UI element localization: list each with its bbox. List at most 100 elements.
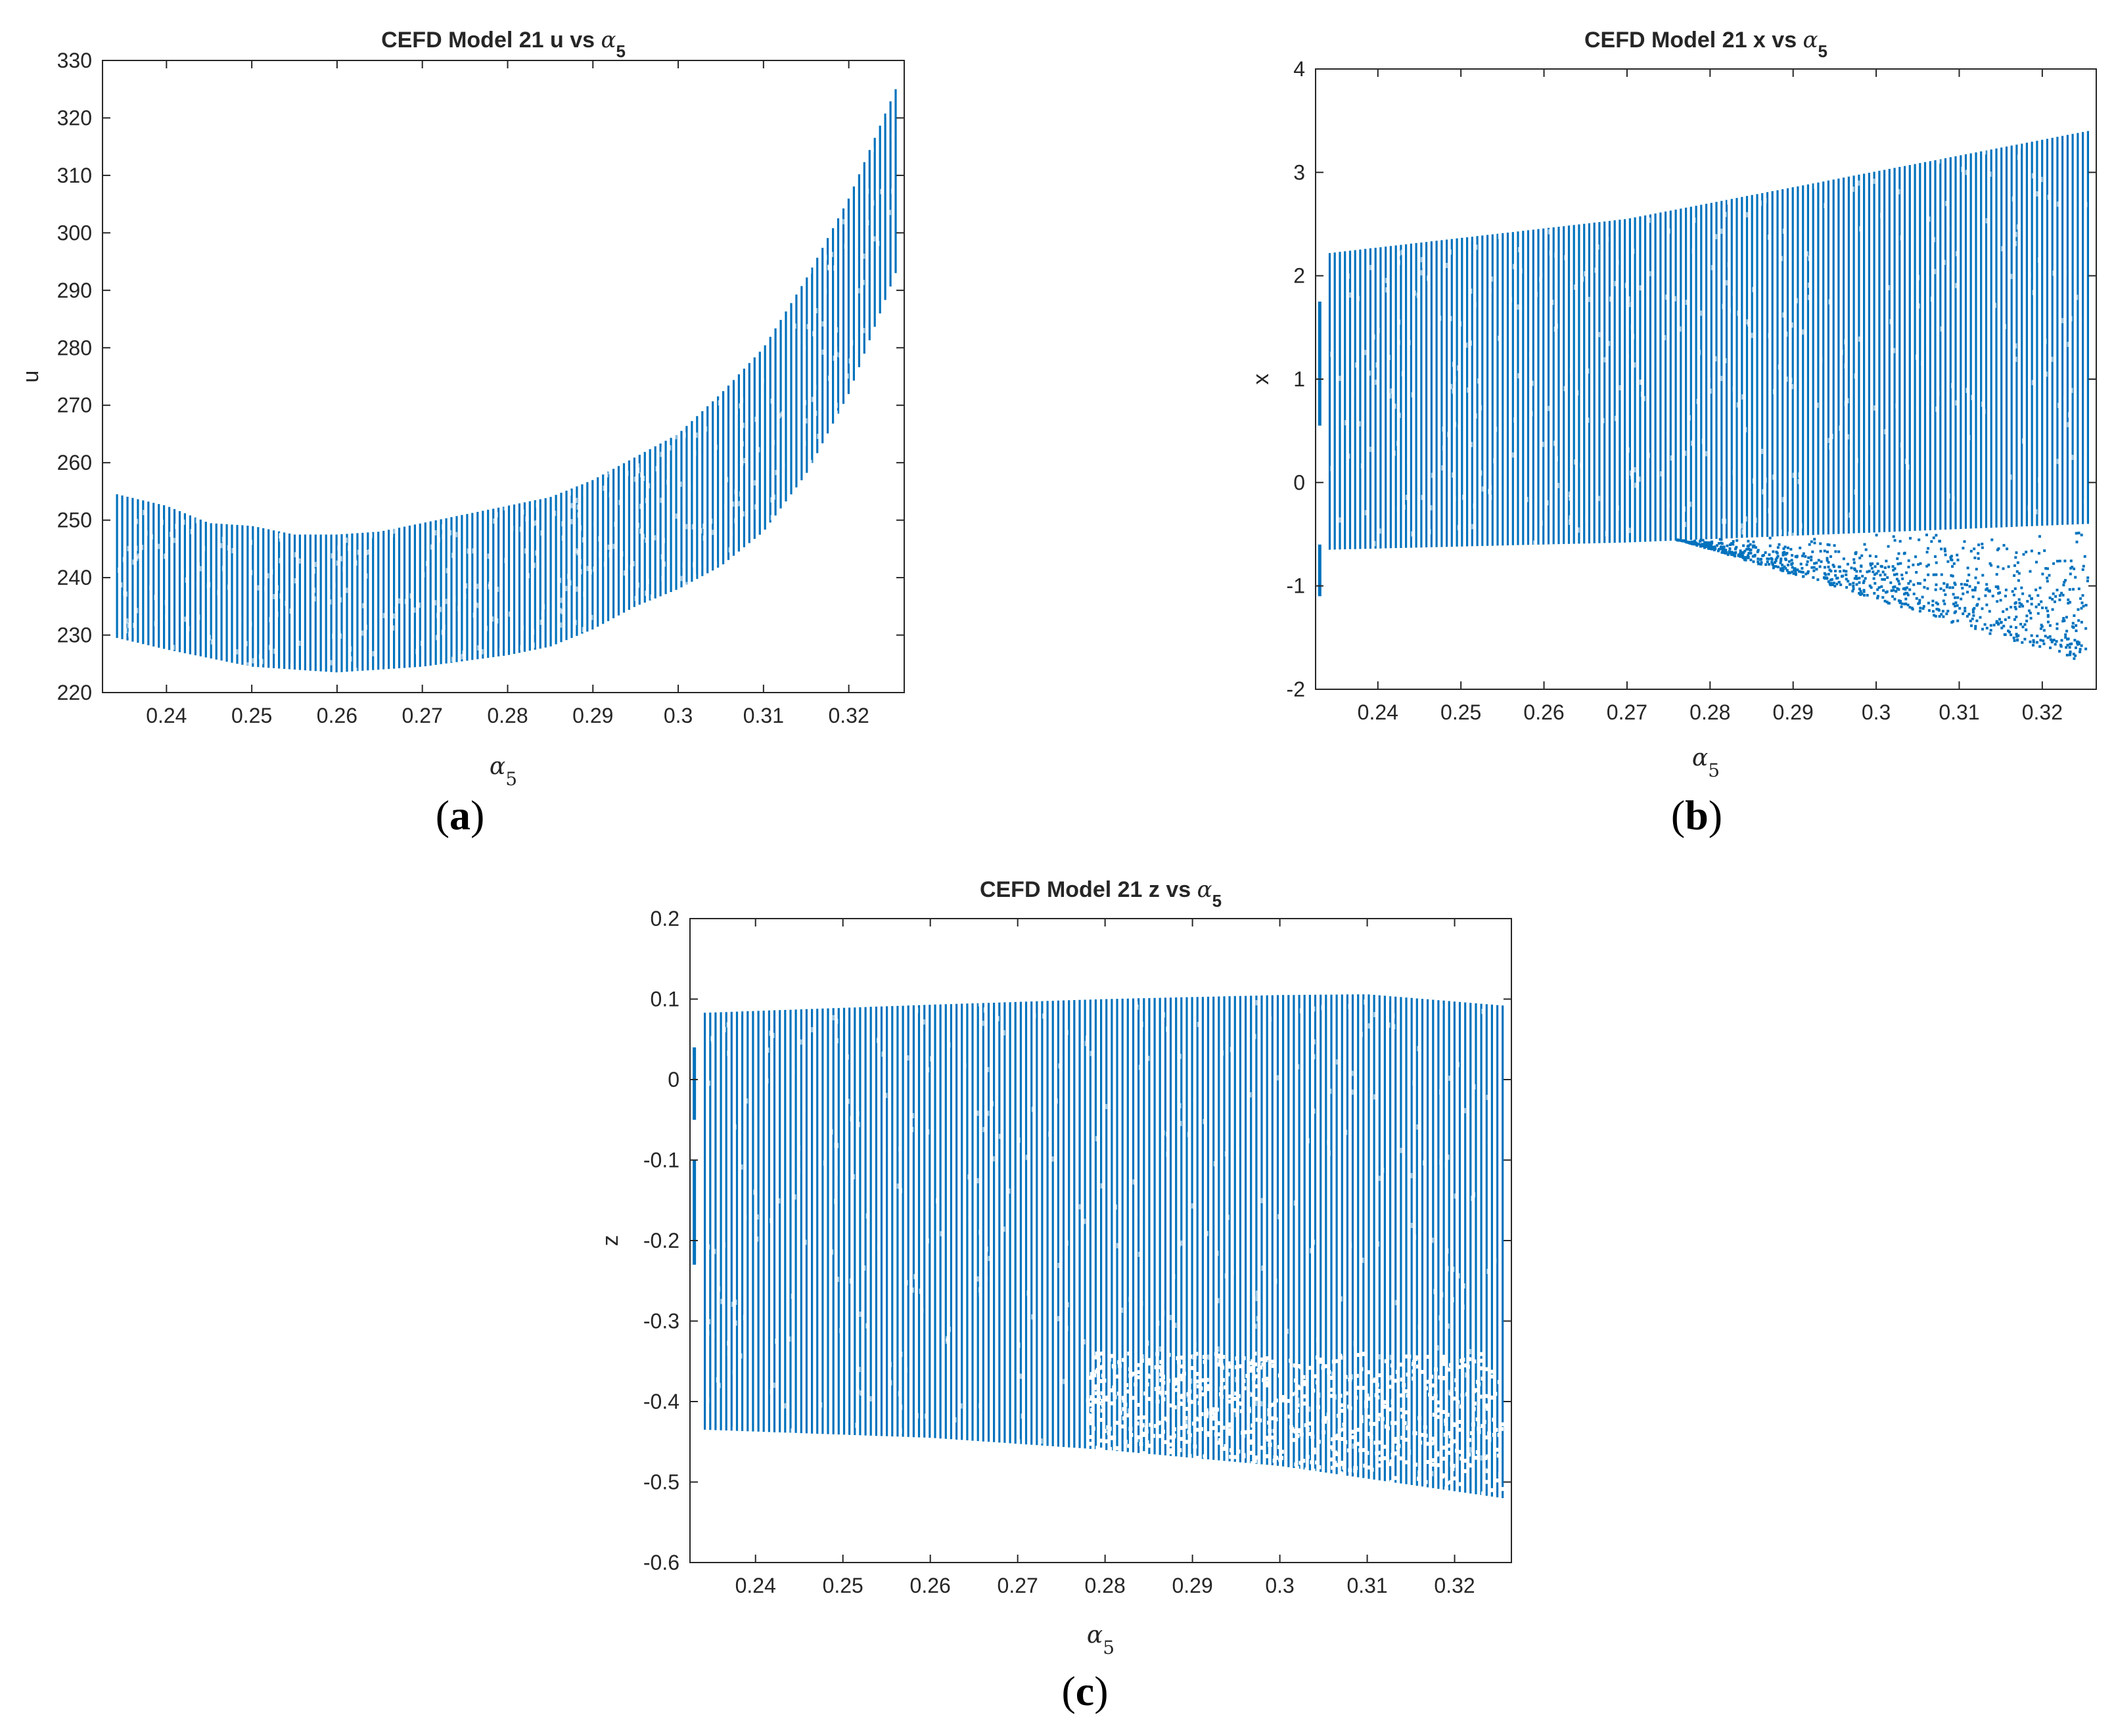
data-gap	[1574, 285, 1576, 290]
data-gap	[1405, 495, 1408, 500]
data-gap	[916, 1007, 919, 1013]
data-gap	[1097, 1392, 1100, 1398]
y-tick-label: 0	[668, 1068, 679, 1091]
data-gap	[1335, 1059, 1338, 1065]
data-point	[1766, 560, 1769, 564]
data-gap	[960, 1403, 963, 1409]
data-gap	[1564, 255, 1567, 261]
data-gap	[1451, 1463, 1456, 1468]
data-gap	[1093, 1400, 1097, 1404]
data-point	[2042, 629, 2046, 632]
data-point	[1904, 591, 1908, 595]
data-point	[2080, 606, 2083, 610]
data-point	[1943, 603, 1946, 606]
data-gap	[1234, 1377, 1237, 1382]
data-gap	[1585, 329, 1588, 334]
data-point	[1764, 551, 1767, 554]
data-point	[1935, 534, 1938, 537]
data-point	[1896, 557, 1899, 560]
data-gap	[1921, 360, 1923, 366]
data-gap	[1088, 1402, 1092, 1407]
data-gap	[464, 593, 467, 599]
data-gap	[1093, 1384, 1098, 1388]
data-point	[1892, 568, 1895, 572]
data-point	[2017, 572, 2021, 575]
data-gap	[411, 572, 413, 578]
data-gap	[1060, 1319, 1063, 1325]
data-gap	[720, 443, 722, 449]
data-gap	[1157, 1320, 1160, 1326]
data-gap	[1465, 1392, 1469, 1396]
data-gap	[655, 466, 658, 472]
y-tick-label: -0.4	[643, 1390, 679, 1413]
data-gap	[1471, 1195, 1473, 1201]
data-gap	[1186, 1392, 1189, 1398]
data-gap	[1500, 1422, 1504, 1427]
data-gap	[1598, 332, 1601, 338]
data-gap	[1136, 1415, 1141, 1420]
data-gap	[1977, 190, 1980, 196]
data-gap	[1249, 1365, 1252, 1370]
data-gap	[1174, 1381, 1176, 1386]
data-gap	[1057, 1262, 1060, 1268]
data-gap	[1194, 1342, 1197, 1348]
data-point	[1732, 540, 1735, 543]
data-gap	[1858, 180, 1860, 186]
data-point	[1751, 555, 1755, 558]
data-point	[1900, 605, 1903, 608]
data-point	[1909, 580, 1912, 583]
data-point	[1824, 573, 1827, 576]
x-tick-label: 0.28	[1689, 700, 1730, 724]
data-gap	[1367, 1370, 1371, 1375]
data-gap	[1200, 1392, 1205, 1396]
data-gap	[743, 423, 745, 428]
data-point	[1897, 552, 1900, 555]
data-gap	[1248, 1440, 1252, 1445]
data-gap	[1397, 419, 1400, 425]
data-point	[1991, 595, 1994, 598]
data-gap	[560, 597, 563, 603]
data-gap	[1189, 1400, 1193, 1404]
data-point	[1939, 587, 1942, 590]
data-point	[1921, 607, 1925, 610]
data-gap	[727, 1340, 729, 1346]
data-gap	[1353, 1469, 1358, 1473]
data-gap	[520, 645, 522, 651]
data-gap	[1298, 1461, 1303, 1465]
data-point	[1783, 551, 1786, 554]
data-gap	[900, 1187, 902, 1193]
data-gap	[1375, 1395, 1380, 1400]
data-gap	[835, 1170, 838, 1176]
data-point	[1874, 555, 1877, 558]
data-point	[2034, 588, 2038, 591]
data-gap	[173, 537, 175, 543]
data-gap	[1443, 1473, 1448, 1478]
data-gap	[1317, 1465, 1321, 1469]
data-gap	[754, 417, 757, 423]
data-gap	[609, 552, 611, 558]
data-gap	[1308, 1421, 1312, 1426]
data-point	[2059, 643, 2062, 647]
data-gap	[1458, 1427, 1461, 1432]
data-gap	[438, 537, 440, 543]
data-gap	[1299, 1008, 1302, 1014]
data-point	[2069, 559, 2073, 562]
data-point	[1834, 550, 1837, 553]
data-gap	[1530, 411, 1533, 417]
data-gap	[1470, 288, 1473, 294]
data-gap	[120, 582, 123, 588]
data-gap	[805, 418, 808, 424]
data-gap	[1369, 446, 1371, 452]
data-gap	[1580, 463, 1582, 468]
data-point	[1873, 591, 1876, 595]
data-gap	[1252, 1039, 1255, 1045]
data-gap	[1459, 1482, 1463, 1486]
data-point	[1818, 565, 1822, 568]
data-gap	[302, 656, 304, 662]
data-gap	[1534, 422, 1536, 428]
data-gap	[1318, 1358, 1323, 1362]
data-gap	[1121, 1308, 1124, 1313]
data-gap	[1351, 1089, 1354, 1095]
data-gap	[327, 651, 330, 656]
data-gap	[1236, 1450, 1241, 1453]
